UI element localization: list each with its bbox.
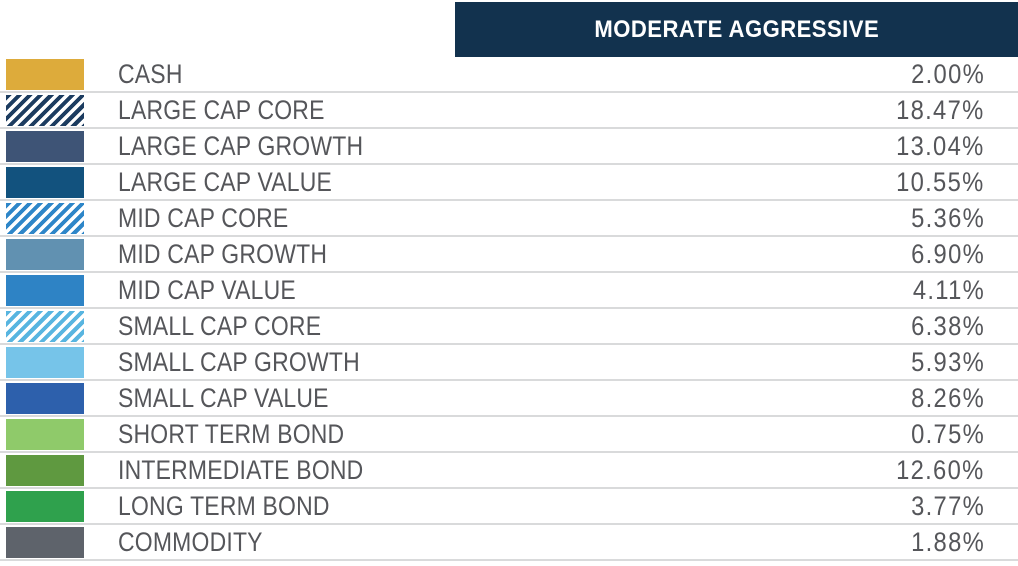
asset-label: COMMODITY	[118, 526, 263, 557]
table-row: LARGE CAP VALUE 10.55%	[0, 165, 1018, 201]
asset-label: LARGE CAP GROWTH	[118, 130, 364, 161]
allocation-rows: CASH 2.00% LARGE CAP CORE 18.47% LARGE C…	[0, 57, 1018, 561]
table-row: COMMODITY 1.88%	[0, 525, 1018, 561]
asset-percentage: 1.88%	[911, 526, 985, 557]
table-row: CASH 2.00%	[0, 57, 1018, 93]
asset-percentage: 0.75%	[911, 418, 985, 449]
asset-percentage: 8.26%	[911, 382, 985, 413]
asset-color-swatch	[6, 166, 84, 198]
table-row: MID CAP CORE 5.36%	[0, 201, 1018, 237]
table-row: LARGE CAP GROWTH 13.04%	[0, 129, 1018, 165]
asset-color-swatch	[6, 490, 84, 522]
asset-label: MID CAP VALUE	[118, 274, 296, 305]
column-header-label: MODERATE AGGRESSIVE	[594, 15, 879, 43]
column-header: MODERATE AGGRESSIVE	[455, 2, 1018, 57]
asset-label: INTERMEDIATE BOND	[118, 454, 364, 485]
asset-percentage: 2.00%	[911, 58, 985, 89]
asset-color-swatch	[6, 346, 84, 378]
asset-percentage: 3.77%	[911, 490, 985, 521]
asset-percentage: 5.93%	[911, 346, 985, 377]
table-row: SMALL CAP CORE 6.38%	[0, 309, 1018, 345]
asset-color-swatch	[6, 526, 84, 558]
asset-label: SMALL CAP VALUE	[118, 382, 329, 413]
asset-label: SHORT TERM BOND	[118, 418, 345, 449]
asset-percentage: 5.36%	[911, 202, 985, 233]
table-row: MID CAP VALUE 4.11%	[0, 273, 1018, 309]
asset-label: MID CAP GROWTH	[118, 238, 328, 269]
asset-color-swatch	[6, 454, 84, 486]
asset-label: LONG TERM BOND	[118, 490, 330, 521]
asset-color-swatch	[6, 418, 84, 450]
asset-percentage: 4.11%	[912, 274, 985, 305]
asset-percentage: 6.38%	[911, 310, 985, 341]
asset-color-swatch	[6, 382, 84, 414]
asset-percentage: 18.47%	[896, 94, 985, 125]
asset-percentage: 6.90%	[911, 238, 985, 269]
asset-color-swatch	[6, 238, 84, 270]
asset-label: LARGE CAP VALUE	[118, 166, 333, 197]
asset-label: SMALL CAP GROWTH	[118, 346, 360, 377]
table-row: MID CAP GROWTH 6.90%	[0, 237, 1018, 273]
asset-color-swatch	[6, 274, 84, 306]
asset-label: CASH	[118, 58, 183, 89]
table-row: SMALL CAP GROWTH 5.93%	[0, 345, 1018, 381]
table-row: INTERMEDIATE BOND 12.60%	[0, 453, 1018, 489]
asset-label: LARGE CAP CORE	[118, 94, 325, 125]
asset-color-swatch	[6, 130, 84, 162]
asset-label: MID CAP CORE	[118, 202, 289, 233]
asset-percentage: 12.60%	[896, 454, 985, 485]
asset-label: SMALL CAP CORE	[118, 310, 322, 341]
table-row: SHORT TERM BOND 0.75%	[0, 417, 1018, 453]
asset-color-swatch	[6, 94, 84, 126]
table-row: LONG TERM BOND 3.77%	[0, 489, 1018, 525]
asset-color-swatch	[6, 202, 84, 234]
asset-color-swatch	[6, 310, 84, 342]
table-row: LARGE CAP CORE 18.47%	[0, 93, 1018, 129]
asset-color-swatch	[6, 58, 84, 90]
table-row: SMALL CAP VALUE 8.26%	[0, 381, 1018, 417]
asset-percentage: 10.55%	[896, 166, 985, 197]
asset-percentage: 13.04%	[896, 130, 985, 161]
